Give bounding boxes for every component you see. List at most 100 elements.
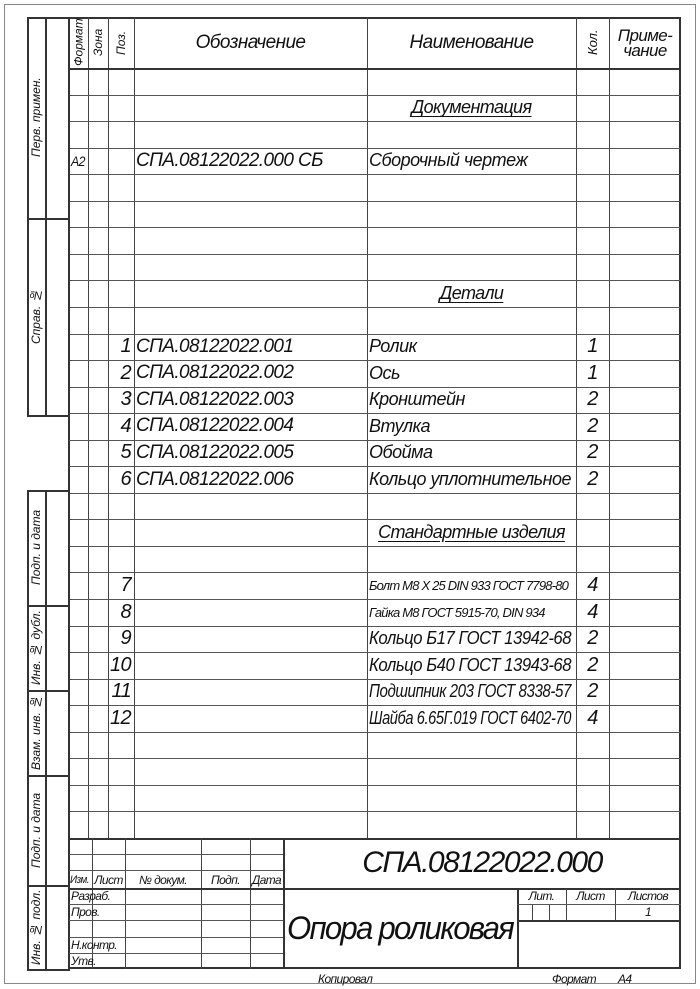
title-column-divider [92,838,93,969]
cell-pos: 1 [120,335,131,358]
cell-pos: 5 [120,441,131,464]
table-row: 2 СПА.08122022.002 Ось 1 [69,360,681,387]
table-row [69,201,681,228]
margin-vzam-inv: Взам. инв. № [29,694,43,771]
cell-name: Сборочный чертеж [369,150,528,171]
row-divider [69,466,681,468]
section-heading-row: Документация [69,95,681,122]
row-divider [69,625,681,627]
row-divider [69,758,681,760]
row-divider [69,705,681,707]
title-row-divider [517,904,681,905]
cell-designation: СПА.08122022.005 [136,441,294,463]
label-razrab: Разраб. [71,889,111,903]
label-podp: Подп. [211,873,241,887]
section-heading-row: Стандартные изделия [69,519,681,546]
row-divider [69,121,681,123]
label-sheets: Листов [627,889,669,903]
margin-sprav-no-box [27,218,70,417]
sheet-border [4,4,696,984]
document-title: Опора роликовая [286,910,515,946]
title-row-divider [69,920,283,921]
section-heading: Стандартные изделия [378,522,565,543]
header-name: Наименование [409,31,535,53]
cell-pos: 10 [110,653,132,676]
title-column-divider [517,888,519,969]
margin-inv-podl: Инв. № подл. [29,889,43,965]
header-format: Формат [71,18,86,67]
table-row [69,121,681,148]
cell-qty: 2 [587,388,598,411]
table-row: 9 Кольцо Б17 ГОСТ 13942-68 2 [69,626,681,653]
section-heading-row: Детали [69,280,681,307]
table-row [69,307,681,334]
row-divider [69,227,681,229]
table-row [69,68,681,95]
label-list: Лист [94,873,123,887]
cell-designation: СПА.08122022.001 [136,335,294,357]
row-divider [69,811,681,813]
cell-pos: 11 [111,680,131,703]
table-row: 10 Кольцо Б40 ГОСТ 13943-68 2 [69,652,681,679]
cell-name: Обойма [369,442,433,463]
row-divider [69,413,681,415]
cell-pos: 4 [120,414,131,437]
margin-divider [45,17,47,218]
cell-pos: 6 [120,468,131,491]
table-row: A2 СПА.08122022.000 СБ Сборочный чертеж [69,148,681,175]
section-heading: Документация [411,97,533,118]
margin-divider [45,885,47,969]
title-row-divider [69,870,283,871]
margin-divider [45,490,47,605]
margin-divider [45,775,47,885]
row-divider [69,439,681,441]
column-divider [367,17,368,838]
row-divider [69,652,681,654]
table-row: 11 Подшипник 203 ГОСТ 8338-57 2 [69,679,681,706]
title-row-divider [69,953,283,954]
row-divider [69,253,681,255]
header-pos: Поз. [114,30,128,55]
cell-qty: 2 [587,468,598,491]
cell-name: Кронштейн [369,389,465,410]
cell-designation: СПА.08122022.006 [136,468,294,490]
title-row-divider [69,937,283,938]
cell-designation: СПА.08122022.002 [136,362,294,384]
cell-qty: 4 [587,706,598,729]
lit-cell-divider [532,904,533,920]
cell-qty: 2 [587,680,598,703]
cell-pos: 8 [120,600,131,623]
cell-pos: 7 [120,574,131,597]
title-row-divider [69,904,283,905]
table-row [69,254,681,281]
row-divider [69,200,681,202]
title-column-divider [125,838,126,969]
cell-pos: 9 [120,627,131,650]
title-row-divider [69,854,283,855]
title-row-divider [69,888,681,890]
table-row: 8 Гайка М8 ГОСТ 5915-70, DIN 934 4 [69,599,681,626]
cell-name: Гайка М8 ГОСТ 5915-70, DIN 934 [369,604,545,620]
column-divider [609,17,610,838]
cell-qty: 4 [587,600,598,623]
table-row [69,811,681,838]
lit-cell-divider [549,904,550,920]
cell-qty: 1 [587,335,598,358]
margin-podp-data-2: Подп. и дата [29,792,43,868]
cell-pos: 12 [110,706,132,729]
label-izm: Изм. [70,874,90,886]
cell-designation: СПА.08122022.003 [136,388,294,410]
table-row: 12 Шайба 6.65Г.019 ГОСТ 6402-70 4 [69,705,681,732]
row-divider [69,731,681,733]
row-divider [69,545,681,547]
header-designation: Обозначение [195,31,306,53]
label-utv: Утв. [71,954,96,968]
label-data: Дата [251,873,282,887]
label-doc-no: № докум. [138,873,188,887]
row-divider [69,678,681,680]
header-zone: Зона [91,28,105,57]
title-column-divider [201,838,202,969]
cell-designation: СПА.08122022.000 СБ [136,149,324,171]
row-divider [69,280,681,282]
cell-name: Втулка [369,415,431,436]
